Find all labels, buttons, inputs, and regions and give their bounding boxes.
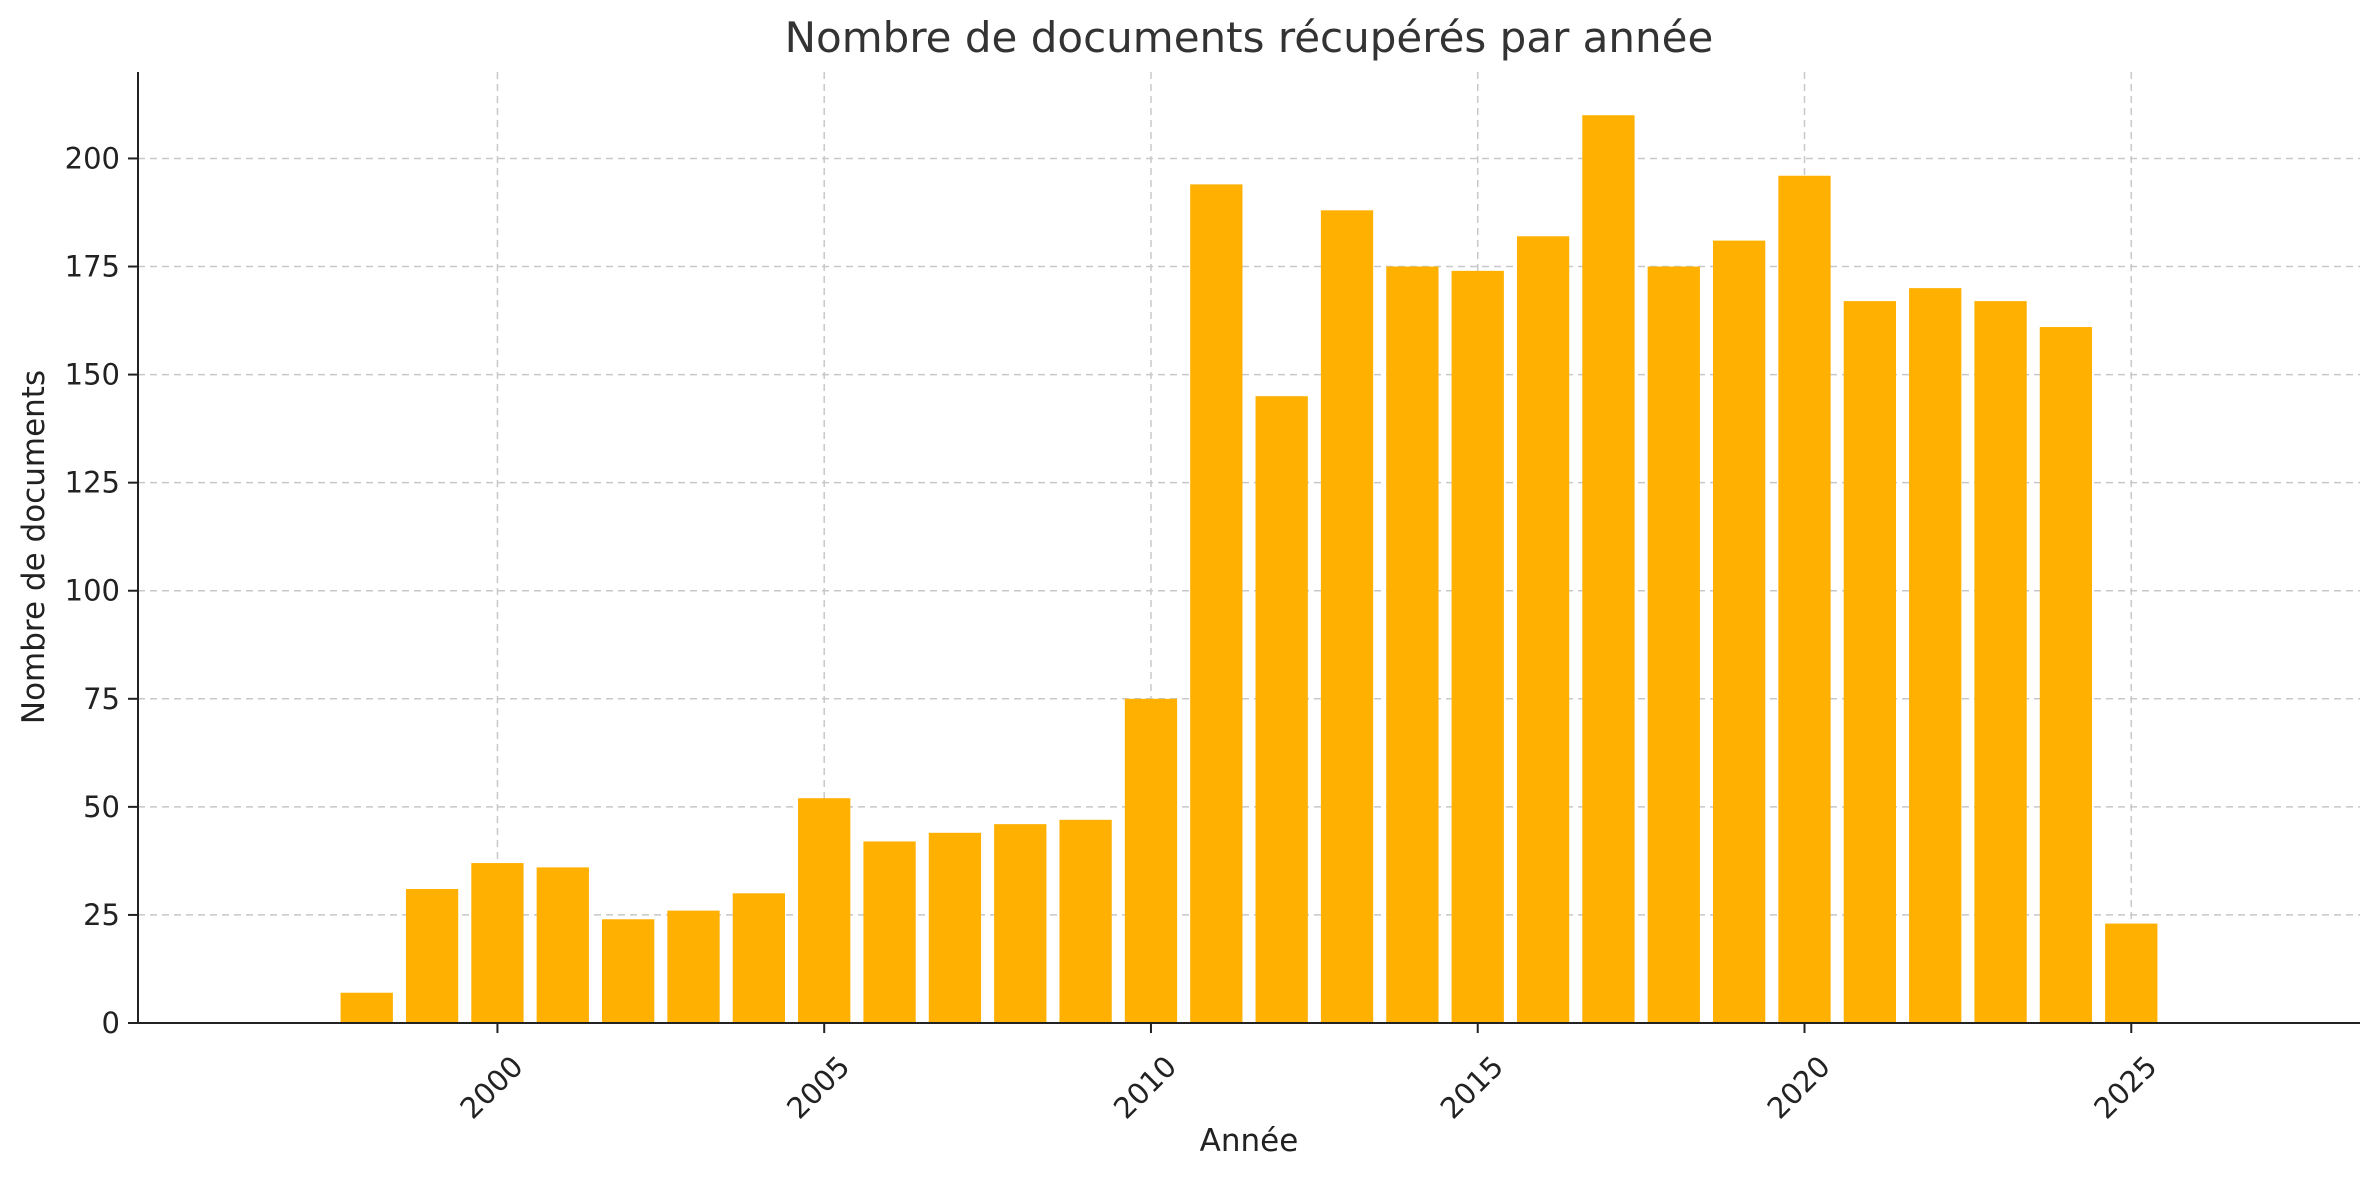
bar-2024	[2039, 327, 2093, 1024]
x-tick-label: 2015	[1434, 1049, 1510, 1125]
bar-2007	[928, 832, 982, 1023]
bar-2025	[2105, 923, 2158, 1023]
bar-1998	[340, 992, 393, 1023]
bar-2014	[1386, 266, 1439, 1024]
bar-2011	[1190, 184, 1243, 1023]
y-tick-label: 200	[65, 141, 120, 175]
y-axis-label: Nombre de documents	[16, 370, 52, 724]
bars	[340, 115, 2158, 1024]
bar-1999	[405, 888, 459, 1023]
x-tick-label: 2025	[2087, 1049, 2163, 1125]
bar-2021	[1843, 301, 1896, 1023]
y-tick-label: 175	[65, 250, 120, 284]
bar-2003	[667, 910, 720, 1023]
axes	[137, 72, 2360, 1024]
x-tick-label: 2010	[1107, 1049, 1183, 1125]
bar-2023	[1974, 301, 2027, 1023]
y-tick-label: 125	[65, 466, 120, 500]
bar-2008	[994, 824, 1047, 1023]
bar-2012	[1255, 396, 1308, 1023]
x-ticks: 2000 2005 2010 2015 2020 2025	[453, 1023, 2163, 1125]
y-tick-label: 25	[83, 898, 120, 932]
y-tick-label: 75	[83, 682, 120, 716]
bar-2013	[1320, 210, 1374, 1023]
bar-2006	[863, 841, 916, 1023]
bar-2016	[1516, 236, 1570, 1023]
y-tick-label: 100	[65, 574, 120, 608]
y-tick-label: 150	[65, 358, 120, 392]
bar-2018	[1647, 266, 1700, 1024]
bar-2022	[1909, 288, 1962, 1023]
y-tick-label: 0	[102, 1006, 120, 1040]
y-tick-label: 50	[83, 790, 120, 824]
bar-2020	[1778, 175, 1831, 1023]
x-tick-label: 2000	[453, 1049, 529, 1125]
bar-2010	[1124, 698, 1178, 1023]
bar-2001	[536, 867, 589, 1023]
x-tick-label: 2020	[1760, 1049, 1836, 1125]
x-axis-label: Année	[1200, 1123, 1299, 1159]
bar-2000	[471, 863, 524, 1023]
bar-2019	[1713, 240, 1766, 1023]
bar-2004	[732, 893, 785, 1023]
bar-2009	[1059, 819, 1112, 1023]
bar-2017	[1582, 115, 1635, 1023]
bar-2005	[798, 798, 851, 1023]
chart-title: Nombre de documents récupérés par année	[785, 13, 1714, 62]
y-ticks: 0 25 50 75 100 125 150 175 200	[65, 141, 138, 1040]
bar-2002	[602, 919, 655, 1023]
x-tick-label: 2005	[780, 1049, 856, 1125]
bar-2015	[1451, 270, 1504, 1023]
